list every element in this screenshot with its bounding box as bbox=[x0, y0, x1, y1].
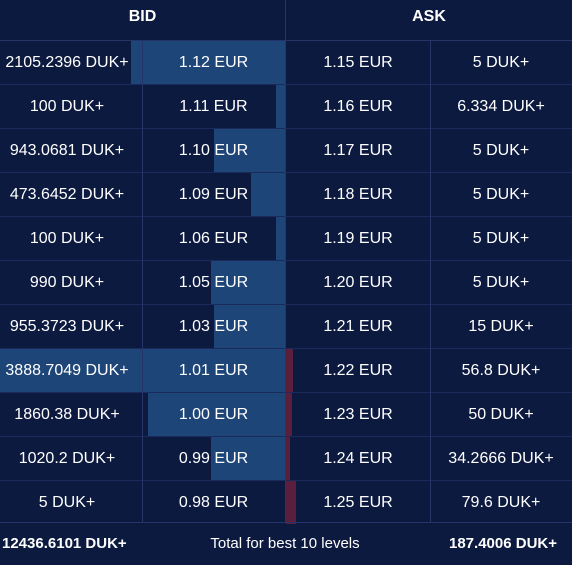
ask-depth-bar bbox=[286, 393, 292, 436]
totals-label: Total for best 10 levels bbox=[210, 535, 360, 552]
bid-price: 0.98 EUR bbox=[178, 494, 249, 511]
bid-price: 1.06 EUR bbox=[178, 230, 249, 247]
ask-column-header[interactable]: ASK bbox=[412, 8, 446, 25]
bid-depth-bar bbox=[251, 173, 285, 216]
bid-quantity: 100 DUK+ bbox=[29, 230, 105, 247]
bid-quantity: 955.3723 DUK+ bbox=[9, 318, 125, 335]
bid-quantity: 1860.38 DUK+ bbox=[14, 406, 120, 423]
bid-depth-bar bbox=[214, 305, 285, 348]
row-separator bbox=[0, 304, 572, 305]
row-separator bbox=[0, 392, 572, 393]
bid-quantity: 473.6452 DUK+ bbox=[9, 186, 125, 203]
bid-depth-bar bbox=[148, 393, 285, 436]
ask-quantity: 5 DUK+ bbox=[472, 54, 530, 71]
row-separator bbox=[0, 260, 572, 261]
header-separator bbox=[0, 40, 572, 41]
header-divider bbox=[285, 0, 286, 40]
ask-price: 1.17 EUR bbox=[323, 142, 393, 159]
row-separator bbox=[0, 172, 572, 173]
ask-column-divider bbox=[430, 41, 431, 522]
ask-price: 1.16 EUR bbox=[323, 98, 393, 115]
ask-price: 1.15 EUR bbox=[323, 54, 393, 71]
ask-quantity: 56.8 DUK+ bbox=[461, 362, 541, 379]
order-row[interactable]: 5 DUK+ 0.98 EUR 1.25 EUR 79.6 DUK+ bbox=[0, 480, 572, 525]
bid-price: 1.11 EUR bbox=[179, 98, 248, 115]
bid-quantity: 1020.2 DUK+ bbox=[18, 450, 116, 467]
bid-quantity: 943.0681 DUK+ bbox=[9, 142, 125, 159]
order-row[interactable]: 473.6452 DUK+ 1.09 EUR 1.18 EUR 5 DUK+ bbox=[0, 172, 572, 217]
order-row[interactable]: 990 DUK+ 1.05 EUR 1.20 EUR 5 DUK+ bbox=[0, 260, 572, 305]
ask-price: 1.22 EUR bbox=[323, 362, 393, 379]
center-divider bbox=[285, 41, 286, 522]
order-row[interactable]: 100 DUK+ 1.11 EUR 1.16 EUR 6.334 DUK+ bbox=[0, 84, 572, 129]
totals-footer: 12436.6101 DUK+ Total for best 10 levels… bbox=[0, 522, 572, 557]
bid-depth-bar bbox=[131, 41, 285, 84]
ask-price: 1.20 EUR bbox=[323, 274, 393, 291]
bid-depth-bar bbox=[211, 261, 285, 304]
ask-price: 1.24 EUR bbox=[323, 450, 393, 467]
ask-price: 1.23 EUR bbox=[323, 406, 393, 423]
ask-quantity: 79.6 DUK+ bbox=[461, 494, 541, 511]
ask-total: 187.4006 DUK+ bbox=[449, 535, 557, 552]
bid-price: 0.99 EUR bbox=[178, 450, 249, 467]
order-row[interactable]: 3888.7049 DUK+ 1.01 EUR 1.22 EUR 56.8 DUK+ bbox=[0, 348, 572, 393]
ask-price: 1.18 EUR bbox=[323, 186, 393, 203]
bid-depth-bar bbox=[214, 129, 285, 172]
ask-quantity: 6.334 DUK+ bbox=[457, 98, 545, 115]
order-row[interactable]: 2105.2396 DUK+ 1.12 EUR 1.15 EUR 5 DUK+ bbox=[0, 41, 572, 85]
order-book-header: BID ASK bbox=[0, 0, 572, 40]
ask-quantity: 5 DUK+ bbox=[472, 230, 530, 247]
bid-quantity: 2105.2396 DUK+ bbox=[5, 54, 129, 71]
bid-price: 1.01 EUR bbox=[178, 362, 249, 379]
ask-quantity: 15 DUK+ bbox=[468, 318, 534, 335]
bid-price: 1.03 EUR bbox=[178, 318, 249, 335]
ask-depth-bar bbox=[286, 437, 290, 480]
bid-depth-bar bbox=[276, 85, 285, 128]
bid-price: 1.00 EUR bbox=[178, 406, 249, 423]
bid-price: 1.10 EUR bbox=[178, 142, 249, 159]
row-separator bbox=[0, 480, 572, 481]
order-row[interactable]: 100 DUK+ 1.06 EUR 1.19 EUR 5 DUK+ bbox=[0, 216, 572, 261]
row-separator bbox=[0, 216, 572, 217]
bid-depth-bar bbox=[211, 437, 285, 480]
ask-quantity: 50 DUK+ bbox=[468, 406, 534, 423]
bid-column-header[interactable]: BID bbox=[128, 8, 157, 25]
bid-column-divider bbox=[142, 41, 143, 522]
ask-quantity: 5 DUK+ bbox=[472, 186, 530, 203]
ask-quantity: 5 DUK+ bbox=[472, 142, 530, 159]
ask-quantity: 34.2666 DUK+ bbox=[448, 450, 554, 467]
ask-price: 1.19 EUR bbox=[323, 230, 393, 247]
bid-price: 1.12 EUR bbox=[178, 54, 249, 71]
order-row[interactable]: 943.0681 DUK+ 1.10 EUR 1.17 EUR 5 DUK+ bbox=[0, 128, 572, 173]
row-separator bbox=[0, 84, 572, 85]
order-row[interactable]: 1860.38 DUK+ 1.00 EUR 1.23 EUR 50 DUK+ bbox=[0, 392, 572, 437]
bid-depth-bar bbox=[276, 217, 285, 260]
ask-price: 1.25 EUR bbox=[323, 494, 393, 511]
order-row[interactable]: 1020.2 DUK+ 0.99 EUR 1.24 EUR 34.2666 DUK+ bbox=[0, 436, 572, 481]
ask-quantity: 5 DUK+ bbox=[472, 274, 530, 291]
row-separator bbox=[0, 436, 572, 437]
bid-quantity: 990 DUK+ bbox=[29, 274, 105, 291]
row-separator bbox=[0, 348, 572, 349]
row-separator bbox=[0, 128, 572, 129]
ask-depth-bar bbox=[286, 349, 293, 392]
ask-price: 1.21 EUR bbox=[323, 318, 393, 335]
bid-price: 1.05 EUR bbox=[178, 274, 249, 291]
bid-quantity: 3888.7049 DUK+ bbox=[5, 362, 129, 379]
bid-quantity: 100 DUK+ bbox=[29, 98, 105, 115]
bid-quantity: 5 DUK+ bbox=[38, 494, 96, 511]
order-row[interactable]: 955.3723 DUK+ 1.03 EUR 1.21 EUR 15 DUK+ bbox=[0, 304, 572, 349]
bid-price: 1.09 EUR bbox=[178, 186, 249, 203]
bid-total: 12436.6101 DUK+ bbox=[2, 535, 127, 552]
ask-depth-bar bbox=[286, 481, 296, 524]
order-book-rows: 2105.2396 DUK+ 1.12 EUR 1.15 EUR 5 DUK+ 100 … bbox=[0, 41, 572, 525]
